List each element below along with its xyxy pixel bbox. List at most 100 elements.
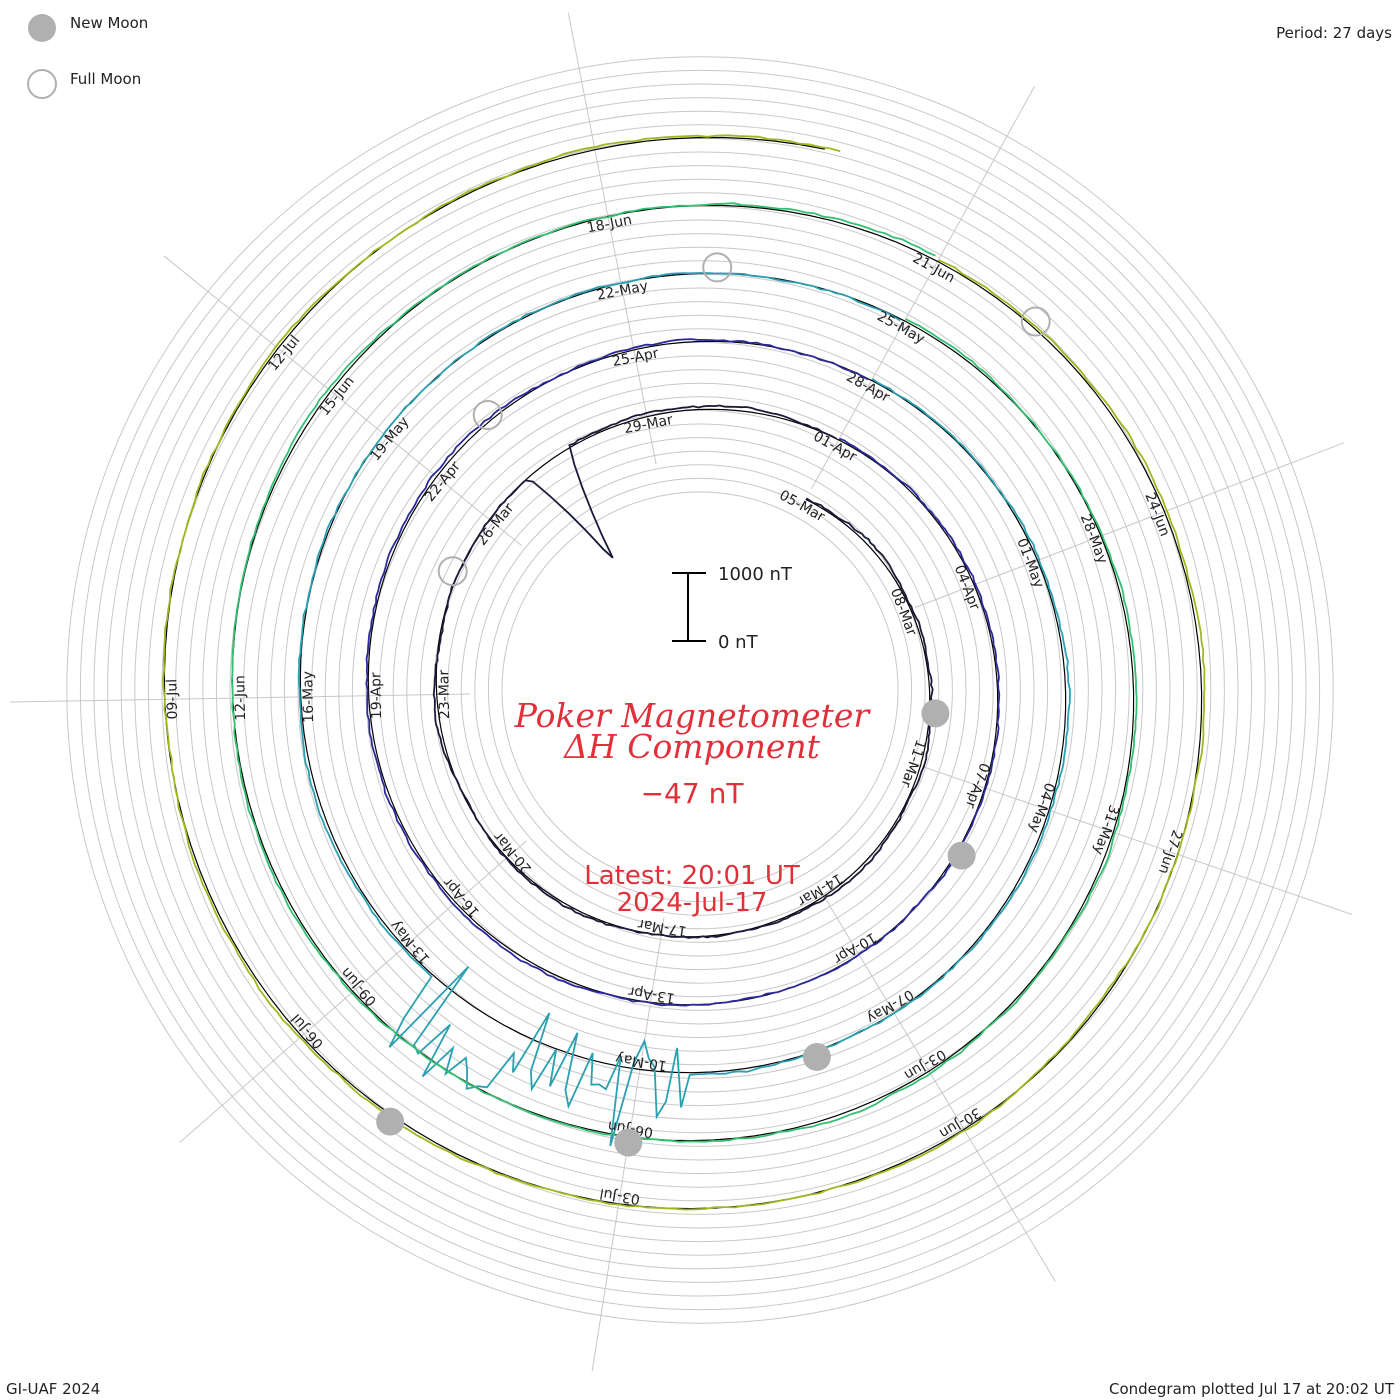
date-label: 10-May xyxy=(614,1050,668,1074)
period-label: Period: 27 days xyxy=(1276,24,1392,42)
trace-ring-5 xyxy=(162,134,1206,1211)
new-moon-marker xyxy=(614,1128,643,1157)
date-label: 13-May xyxy=(387,917,433,967)
date-label: 28-May xyxy=(1077,512,1111,566)
new-moon-marker xyxy=(376,1107,405,1136)
date-label: 11-Mar xyxy=(897,737,928,789)
date-label: 17-Mar xyxy=(637,915,688,939)
date-label: 04-May xyxy=(1025,781,1057,835)
date-label: 16-May xyxy=(300,671,317,723)
date-label: 07-Apr xyxy=(962,761,992,811)
date-label: 12-Jun xyxy=(232,675,249,721)
date-label: 09-Jul xyxy=(164,679,181,720)
grid-circle xyxy=(311,301,1089,1079)
grid-circle xyxy=(147,137,1253,1243)
moon-markers xyxy=(376,252,1051,1157)
grid-circle xyxy=(134,124,1266,1256)
day-spoke xyxy=(917,764,1353,916)
grid-circle xyxy=(120,110,1280,1270)
full-moon-marker xyxy=(702,252,733,283)
grid-circle xyxy=(365,355,1035,1025)
grid-circle xyxy=(161,151,1239,1229)
date-label: 08-Mar xyxy=(887,586,920,638)
full-moon-marker xyxy=(437,556,468,587)
date-label: 22-May xyxy=(595,278,649,304)
grid-circle xyxy=(501,491,899,889)
date-label: 18-Jun xyxy=(586,212,634,236)
date-label: 19-Apr xyxy=(368,672,385,719)
title-line-2: ΔH Component xyxy=(562,727,821,766)
date-label: 01-May xyxy=(1013,536,1047,590)
grid-circle xyxy=(79,69,1321,1311)
grid-circle xyxy=(202,192,1198,1188)
grid-circle xyxy=(66,56,1334,1324)
grid-circle xyxy=(243,233,1157,1147)
grid-circle xyxy=(379,369,1021,1011)
full-moon-legend-label: Full Moon xyxy=(70,70,141,88)
title-line-1: Poker Magnetometer xyxy=(514,696,872,735)
new-moon-legend-label: New Moon xyxy=(70,14,148,32)
grid-circle xyxy=(351,341,1049,1039)
grid-circle xyxy=(324,314,1076,1066)
grid-circle xyxy=(215,205,1185,1175)
latest-time: Latest: 20:01 UT xyxy=(584,861,800,891)
scale-bar: 1000 nT 0 nT xyxy=(672,564,793,653)
date-label: 13-Apr xyxy=(627,983,676,1006)
grid-circle xyxy=(270,260,1130,1120)
ring-grid xyxy=(66,56,1334,1324)
grid-circle xyxy=(107,97,1293,1283)
day-spoke xyxy=(818,886,1056,1282)
grid-circle xyxy=(283,273,1117,1107)
ring-baselines xyxy=(163,136,1203,1210)
date-label: 28-Apr xyxy=(843,369,892,406)
grid-circle xyxy=(460,450,940,930)
full-moon-legend-icon xyxy=(27,69,57,99)
grid-circle xyxy=(256,246,1144,1134)
scale-bottom-label: 0 nT xyxy=(718,632,759,653)
grid-circle xyxy=(487,477,913,903)
new-moon-marker xyxy=(921,699,950,728)
footer-right: Condegram plotted Jul 17 at 20:02 UT xyxy=(1109,1380,1395,1398)
day-spoke xyxy=(10,693,471,703)
trace-ring-2 xyxy=(365,338,1001,1007)
day-spokes xyxy=(10,12,1353,1372)
date-label: 25-Apr xyxy=(611,345,660,370)
current-value: −47 nT xyxy=(641,777,745,810)
date-label: 03-Jul xyxy=(599,1185,642,1207)
baseline-spiral xyxy=(163,136,1203,1210)
trace-ring-1 xyxy=(432,404,934,939)
grid-circle xyxy=(392,382,1008,998)
new-moon-marker xyxy=(947,841,976,870)
date-label: 05-Mar xyxy=(776,487,827,525)
latest-date: 2024-Jul-17 xyxy=(617,888,768,918)
grid-circle xyxy=(419,409,981,971)
grid-circle xyxy=(447,437,953,943)
new-moon-legend-icon xyxy=(28,14,56,42)
day-spoke xyxy=(567,12,657,465)
grid-circle xyxy=(93,83,1307,1297)
full-moon-marker xyxy=(472,400,503,430)
date-label: 01-Apr xyxy=(810,429,859,466)
grid-circle xyxy=(175,165,1225,1215)
trace-ring-3 xyxy=(297,272,1071,1147)
new-moon-marker xyxy=(802,1043,831,1071)
grid-circle xyxy=(297,287,1103,1093)
footer-left: GI-UAF 2024 xyxy=(6,1380,100,1398)
date-label: 23-Mar xyxy=(436,669,453,719)
grid-circle xyxy=(406,396,994,984)
date-label: 27-Jun xyxy=(1155,828,1185,876)
magnetometer-traces xyxy=(162,134,1206,1211)
date-label: 29-Mar xyxy=(623,412,675,437)
grid-circle xyxy=(338,328,1062,1052)
grid-circle xyxy=(229,219,1171,1161)
trace-ring-4 xyxy=(230,202,1138,1143)
grid-circle xyxy=(474,464,926,916)
full-moon-marker xyxy=(1020,306,1051,337)
day-spoke xyxy=(811,86,1035,490)
day-spoke xyxy=(914,442,1345,609)
day-spoke xyxy=(163,255,522,546)
scale-top-label: 1000 nT xyxy=(718,564,793,585)
grid-circle xyxy=(188,178,1212,1202)
